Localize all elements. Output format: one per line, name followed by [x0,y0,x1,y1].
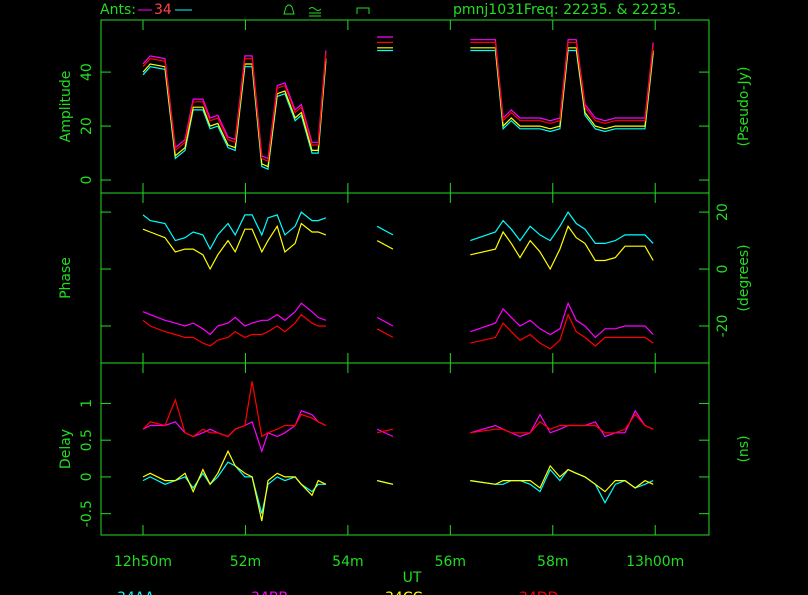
trace [142,381,654,438]
legend-entry: 34AA [117,590,155,595]
y-tick-label: 40 [79,63,95,81]
y-tick-label: 0 [79,176,95,185]
y-tick-label: 20 [715,203,731,221]
trace [142,47,654,168]
y-tick-label: 0 [79,472,95,481]
x-tick-label: 54m [332,554,363,570]
trace [142,409,654,454]
y2-axis-label: (Pseudo-Jy) [736,67,752,147]
ants-label: Ants: [100,2,136,18]
x-tick-label: 13h00m [626,554,684,570]
y-tick-label: -20 [715,315,731,338]
icon-bracket [356,7,370,14]
y-axis-label: Amplitude [58,71,74,143]
panel-frame [100,362,710,536]
trace [142,41,654,163]
y-axis-label: Delay [58,429,74,469]
y-tick-label: 0 [715,265,731,274]
icon-approx [308,7,322,17]
y-tick-label: 1 [79,399,95,408]
x-tick-label: 58m [537,554,568,570]
y-tick-label: -0.5 [79,500,95,527]
trace [142,222,654,271]
header-title: pmnj1031Freq: 22235. & 22235. [453,2,681,18]
y-axis-label: Phase [58,257,74,299]
x-tick-label: 52m [230,554,261,570]
legend-entry: 34CC [385,590,423,595]
y-tick-label: 20 [79,117,95,135]
trace [142,301,654,339]
y2-axis-label: (degrees) [736,244,752,311]
freq: Freq: 22235. & 22235. [524,2,681,18]
trace [142,449,654,522]
ants-value: 34 [154,2,172,18]
legend-entry: 34DD [519,590,558,595]
x-tick-label: 56m [435,554,466,570]
x-tick-label: 12h50m [114,554,172,570]
trace [142,49,654,171]
trace [142,312,654,350]
x-axis-label: UT [403,570,422,586]
y2-axis-label: (ns) [736,435,752,462]
icon-bell [283,4,295,15]
trace [142,210,654,251]
legend-entry: 34BB [251,590,288,595]
y-tick-label: 0.5 [79,429,95,451]
source: pmnj1031 [453,2,524,18]
